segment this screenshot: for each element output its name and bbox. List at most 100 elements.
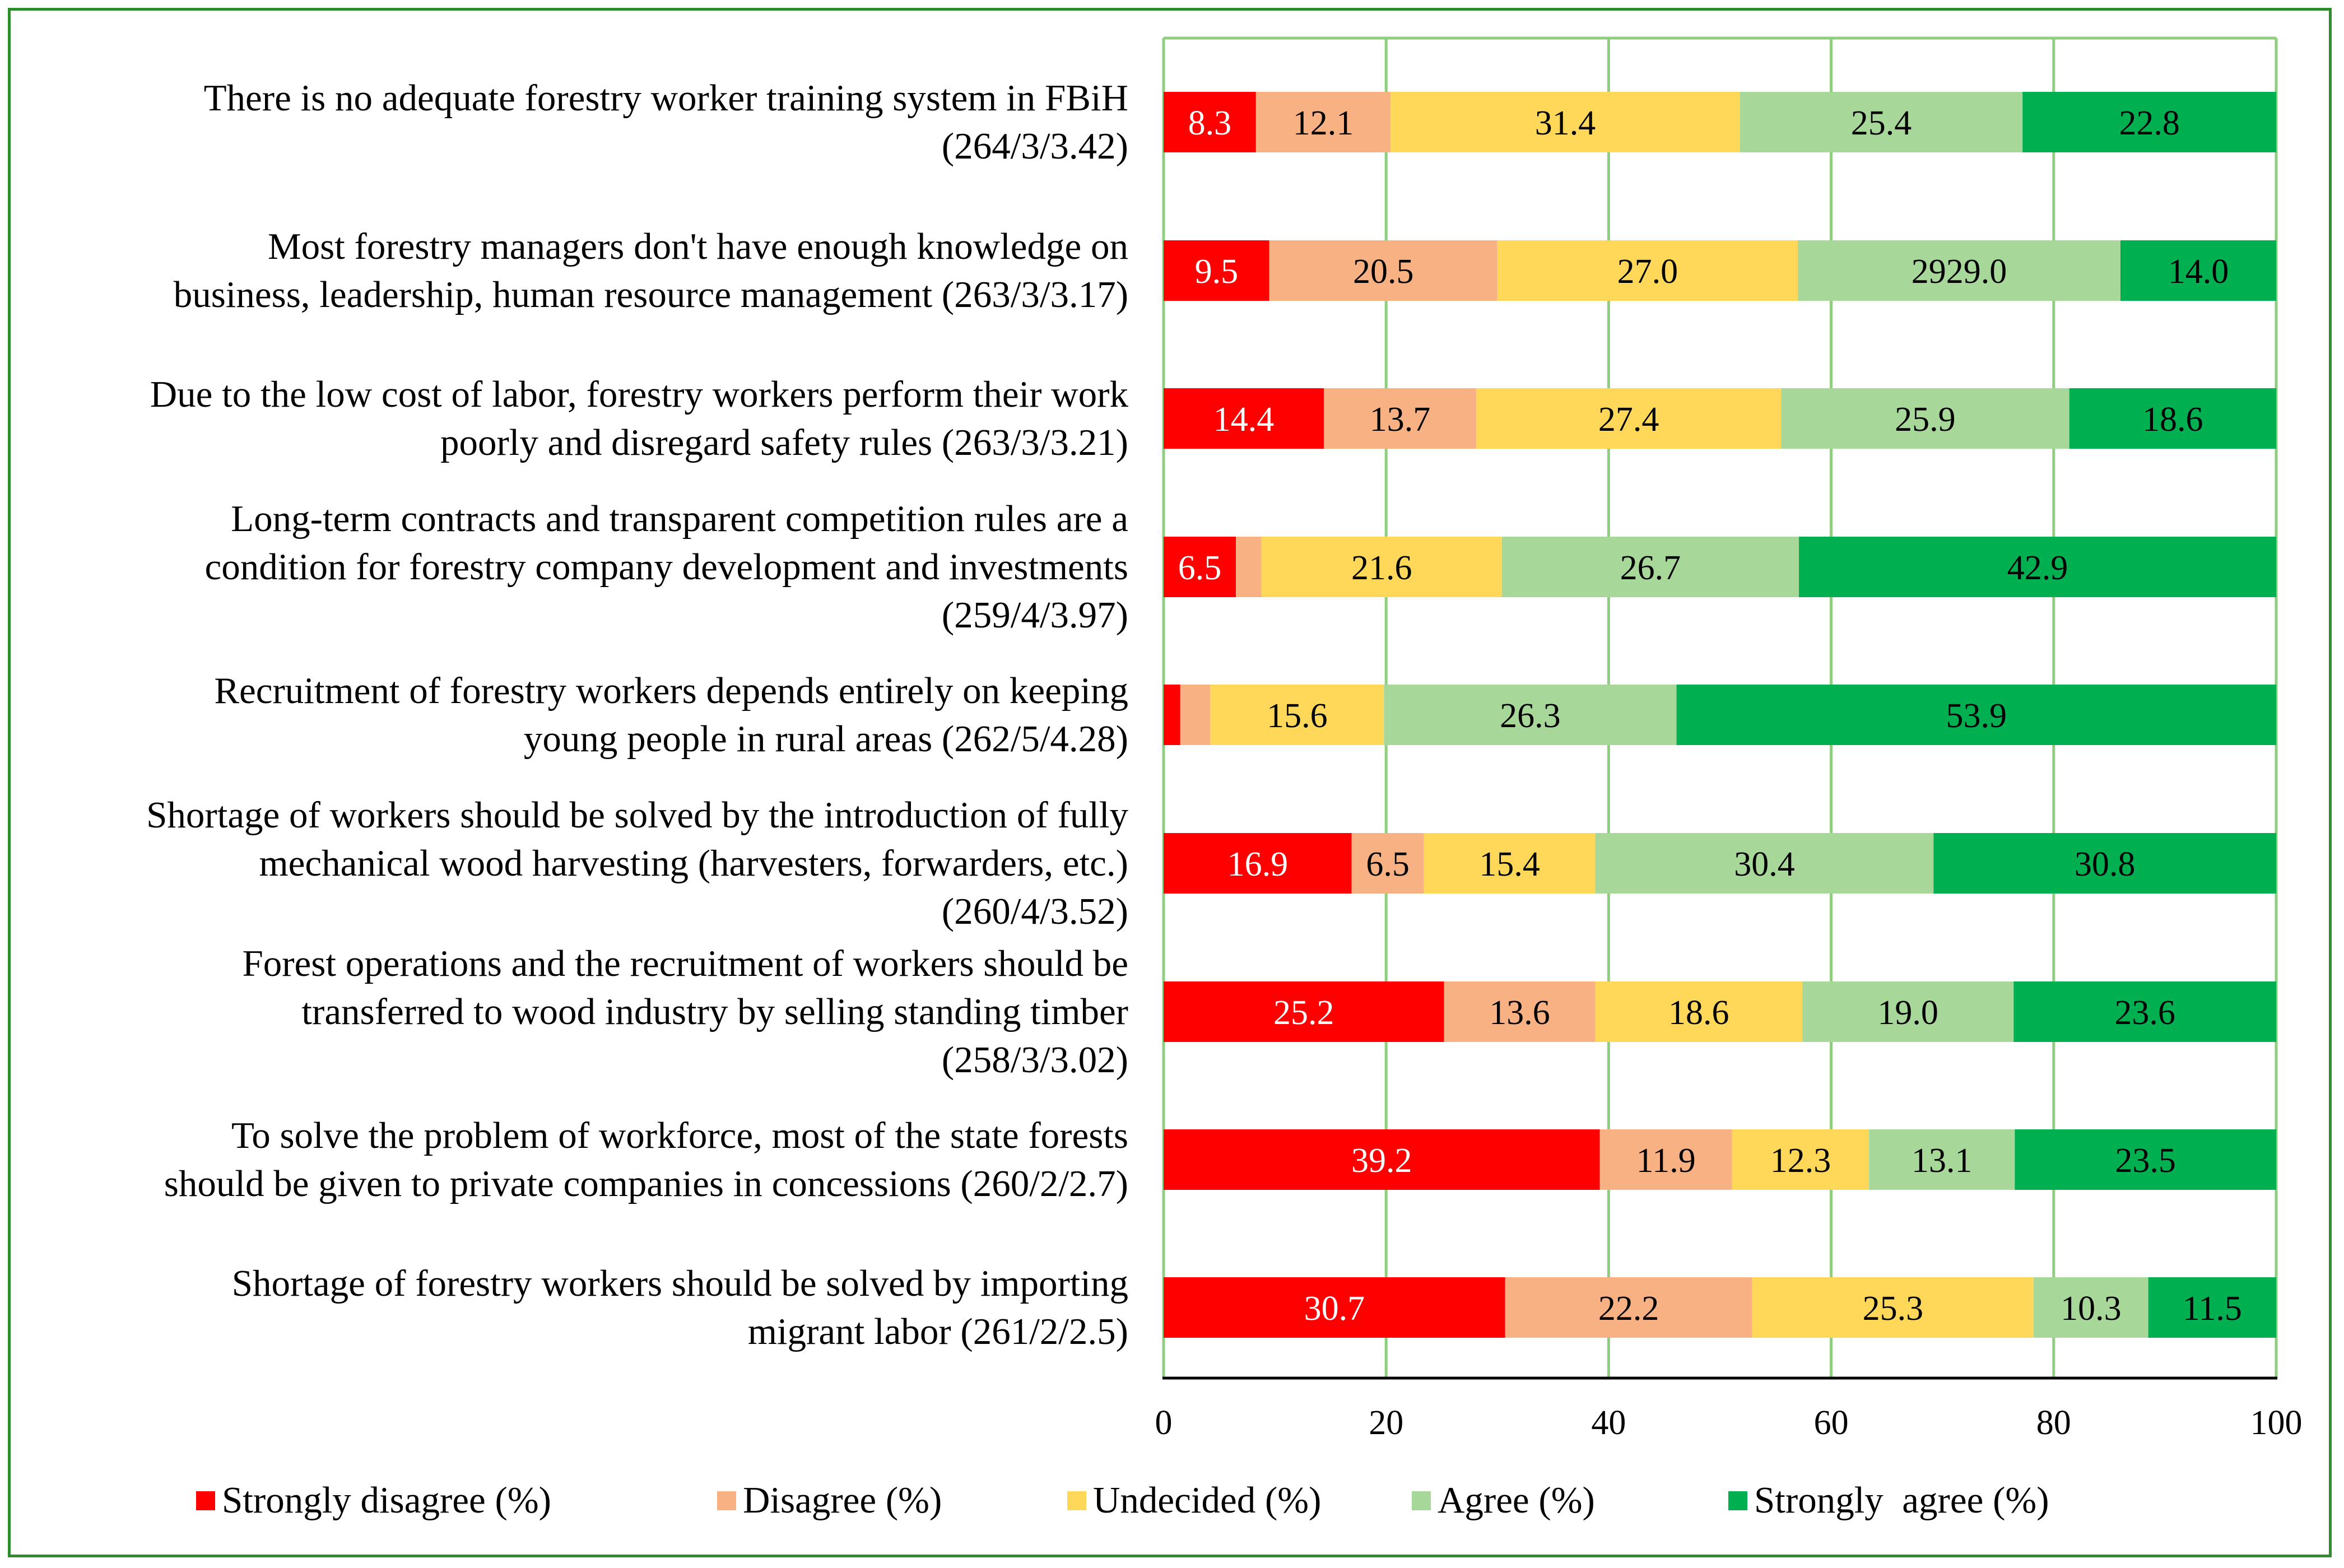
bar-value-label: 27.4 (1598, 401, 1659, 439)
bar-segment (1476, 388, 1782, 449)
bar-segment (1390, 92, 1740, 152)
category-label: Recruitment of forestry workers depends … (0, 667, 1128, 763)
bar-segment (1255, 92, 1391, 152)
bar-segment (1424, 833, 1596, 894)
legend-swatch (196, 1491, 215, 1510)
category-label-line: Forest operations and the recruitment of… (242, 943, 1128, 984)
bar-segment (1802, 981, 2014, 1042)
bar-value-label: 25.2 (1273, 994, 1334, 1032)
legend-swatch (717, 1491, 736, 1510)
category-label-line: To solve the problem of workforce, most … (231, 1115, 1128, 1156)
bar-value-label: 15.6 (1267, 697, 1328, 735)
bar-value-label: 12.1 (1293, 104, 1354, 142)
category-label-line: Shortage of workers should be solved by … (146, 794, 1128, 836)
legend-swatch (1412, 1491, 1431, 1510)
category-label-line: condition for forestry company developme… (204, 546, 1128, 588)
category-label-line: should be given to private companies in … (164, 1163, 1128, 1204)
bar-value-label: 23.6 (2114, 994, 2175, 1032)
bar-value-label: 23.5 (2115, 1142, 2176, 1180)
bar-segment (1210, 685, 1384, 745)
bar-value-label: 31.4 (1535, 104, 1596, 142)
category-label: Shortage of forestry workers should be s… (0, 1259, 1128, 1356)
bar-segment (2015, 1129, 2276, 1190)
bar-segment (1164, 1277, 1505, 1338)
category-label: To solve the problem of workforce, most … (0, 1111, 1128, 1208)
bar-value-label: 13.1 (1912, 1142, 1973, 1180)
bar-segment (1164, 981, 1444, 1042)
bar-value-label: 30.8 (2075, 845, 2136, 883)
category-label: Long-term contracts and transparent comp… (0, 495, 1128, 639)
category-label-line: There is no adequate forestry worker tra… (203, 77, 1128, 119)
category-label-line: (260/4/3.52) (941, 891, 1128, 932)
figure-frame (8, 8, 2332, 1557)
bar-segment (1752, 1277, 2034, 1338)
category-label: Most forestry managers don't have enough… (0, 222, 1128, 319)
bar-value-label: 18.6 (1668, 994, 1729, 1032)
bar-value-label: 19.0 (1877, 994, 1938, 1032)
x-tick-label: 20 (1369, 1404, 1404, 1442)
bar-value-label: 53.9 (1946, 697, 2007, 735)
x-tick-label: 80 (2036, 1404, 2071, 1442)
bar-value-label: 22.8 (2119, 104, 2180, 142)
bar-value-label: 25.4 (1851, 104, 1912, 142)
bar-value-label: 13.7 (1370, 401, 1431, 439)
bar-segment (2013, 981, 2276, 1042)
bar-value-label: 8.3 (1188, 104, 1232, 142)
bar-value-label: 12.3 (1770, 1142, 1831, 1180)
legend-label: Strongly disagree (%) (222, 1479, 551, 1521)
bar-segment (1799, 537, 2276, 597)
bar-segment (1444, 981, 1596, 1042)
bar-segment (1164, 1129, 1600, 1190)
bar-segment (1781, 388, 2069, 449)
bar-segment (1261, 537, 1502, 597)
bar-segment (1164, 240, 1269, 301)
category-label-line: poorly and disregard safety rules (263/3… (440, 422, 1128, 463)
category-label-line: Most forestry managers don't have enough… (268, 226, 1128, 267)
category-label-line: mechanical wood harvesting (harvesters, … (259, 843, 1128, 884)
category-label-line: transferred to wood industry by selling … (301, 991, 1128, 1032)
bar-segment (1164, 537, 1236, 597)
legend: Strongly disagree (%) Disagree (%) Undecid… (0, 1479, 2344, 1535)
bar-segment (1599, 1129, 1732, 1190)
bar-value-label: 14.0 (2168, 253, 2229, 291)
bar-segment (1236, 537, 1262, 597)
category-label-line: (258/3/3.02) (941, 1039, 1128, 1081)
category-label-line: Recruitment of forestry workers depends … (214, 670, 1128, 711)
bar-value-label: 42.9 (2007, 549, 2068, 587)
bar-segment (1323, 388, 1477, 449)
bar-value-label: 22.2 (1598, 1290, 1659, 1328)
bar-segment (1798, 240, 2120, 301)
bar-segment (2034, 1277, 2148, 1338)
bar-segment (1351, 833, 1424, 894)
bar-segment (1595, 981, 1802, 1042)
bar-segment (1740, 92, 2023, 152)
legend-label: Undecided (%) (1093, 1479, 1322, 1521)
bar-value-label: 39.2 (1351, 1142, 1412, 1180)
x-tick-label: 60 (1813, 1404, 1849, 1442)
category-label-line: Due to the low cost of labor, forestry w… (150, 374, 1128, 415)
bar-value-label: 6.5 (1366, 845, 1410, 883)
x-tick-label: 40 (1591, 1404, 1626, 1442)
legend-item: Strongly agree (%) (1728, 1479, 2049, 1522)
legend-item: Disagree (%) (717, 1479, 942, 1522)
bar-segment (1180, 685, 1211, 745)
bar-segment (1505, 1277, 1752, 1338)
bar-segment (1164, 685, 1180, 745)
bar-value-label: 18.6 (2142, 401, 2203, 439)
bar-value-label: 26.7 (1620, 549, 1681, 587)
bar-value-label: 30.7 (1304, 1290, 1365, 1328)
category-label-line: Long-term contracts and transparent comp… (231, 498, 1128, 539)
bar-value-label: 16.9 (1227, 845, 1289, 883)
category-label: There is no adequate forestry worker tra… (0, 74, 1128, 170)
bar-value-label: 14.4 (1213, 401, 1275, 439)
category-label-line: (264/3/3.42) (941, 125, 1128, 167)
bar-value-label: 6.5 (1178, 549, 1222, 587)
bar-value-label: 20.5 (1353, 253, 1414, 291)
bar-segment (1676, 685, 2276, 745)
legend-swatch (1728, 1491, 1747, 1510)
category-label-line: Shortage of forestry workers should be s… (231, 1263, 1128, 1304)
category-label-line: young people in rural areas (262/5/4.28) (523, 718, 1128, 760)
bar-segment (1501, 537, 1799, 597)
bar-value-label: 25.9 (1895, 401, 1956, 439)
